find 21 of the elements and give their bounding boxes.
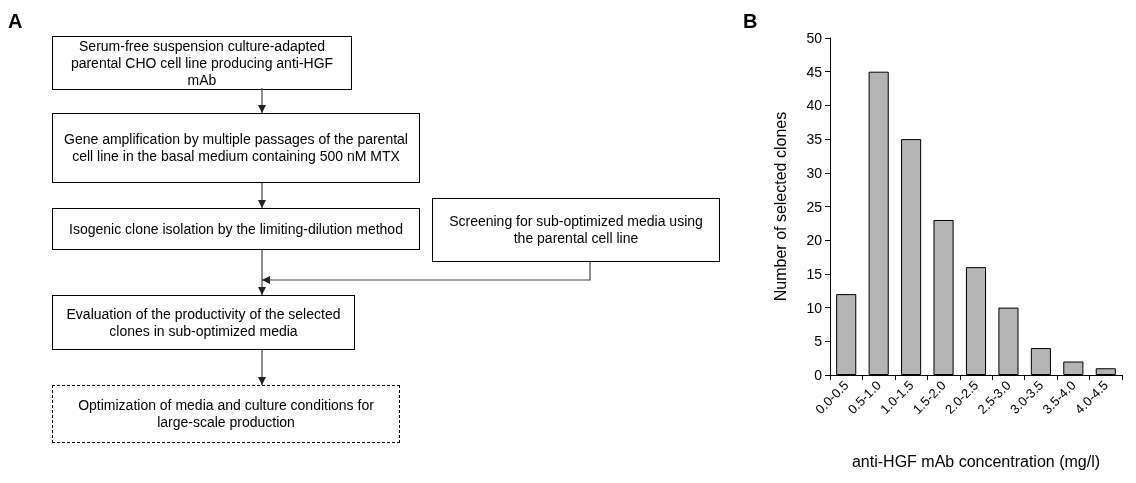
text: Screening for sub-optimized media using the parental cell line [432,198,720,262]
y-tick-label: 5 [814,333,823,350]
y-tick-label: 10 [806,299,823,316]
x-axis-title: anti-HGF mAb concentration (mg/l) [851,452,1101,470]
text: Serum-free suspension culture-adapted parental CHO cell line producing anti-HGF mAb [52,36,352,90]
text: Evaluation of the productivity of the selected clones in sub-optimized media [52,295,355,350]
y-tick-label: 15 [806,265,823,282]
chart-title: B [743,10,758,32]
y-tick-label: 20 [806,232,823,249]
text: Optimization of media and culture conditions for large-scale production [52,385,400,443]
y-axis-title: Number of selected clones [771,111,789,302]
text: Isogenic clone isolation by the limiting-dilution method [52,208,420,250]
y-tick-label: 40 [806,97,823,114]
y-tick-label: 30 [806,164,823,181]
y-tick-label: 50 [806,30,823,46]
y-tick-label: 45 [806,63,823,80]
text: Gene amplification by multiple passages of the parental cell line in the basal medium containing 500 nM MTX [52,113,420,183]
y-tick-label: 25 [806,198,823,215]
y-tick-label: 0 [814,367,823,383]
y-tick-label: 35 [806,131,823,148]
text: A [8,10,23,33]
